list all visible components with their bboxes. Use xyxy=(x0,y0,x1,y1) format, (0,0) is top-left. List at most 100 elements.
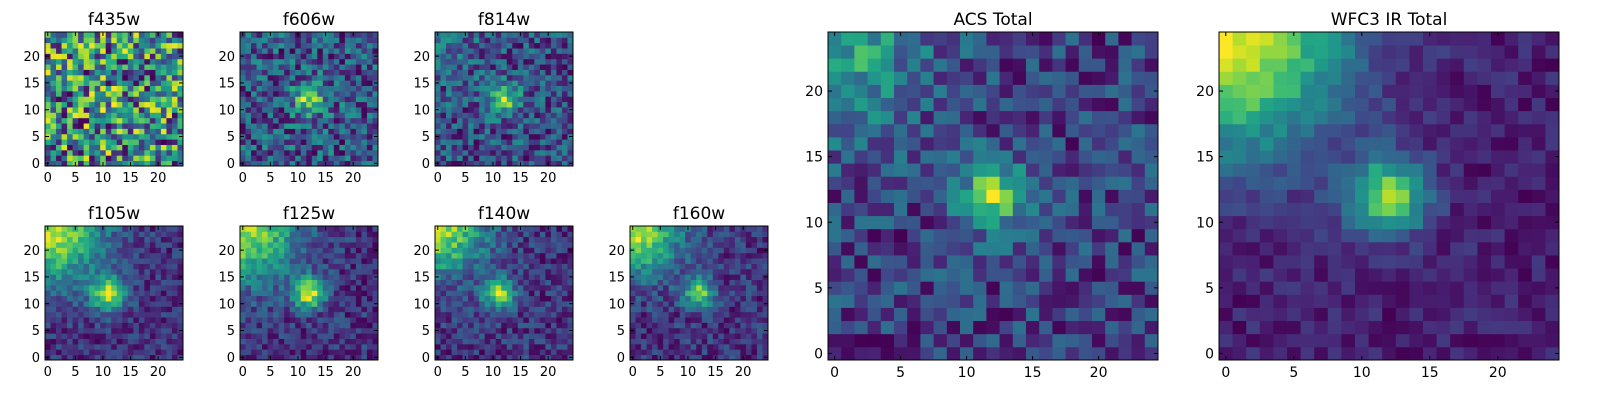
heatmap-cell xyxy=(171,58,178,65)
heatmap-cell xyxy=(311,327,318,334)
heatmap-cell xyxy=(160,90,167,97)
heatmap-cell xyxy=(339,107,346,113)
heatmap-cell xyxy=(468,80,475,86)
y-tick-label: 10 xyxy=(23,297,40,312)
heatmap-cell xyxy=(1065,228,1080,243)
heatmap-cell xyxy=(517,42,524,49)
heatmap-cell xyxy=(652,231,658,238)
heatmap-cell xyxy=(512,112,519,119)
heatmap-cell xyxy=(690,268,697,275)
heatmap-cell xyxy=(723,311,730,318)
heatmap-cell xyxy=(166,252,173,259)
heatmap-cell xyxy=(517,155,524,162)
heatmap-cell xyxy=(506,96,513,103)
heatmap-cell xyxy=(133,37,140,44)
heatmap-cell xyxy=(166,231,173,238)
heatmap-cell xyxy=(539,107,546,113)
heatmap-cell xyxy=(111,247,118,254)
heatmap-cell xyxy=(512,74,519,81)
heatmap-cell xyxy=(457,247,463,254)
heatmap-cell xyxy=(133,128,140,135)
heatmap-cell xyxy=(534,149,541,156)
heatmap-cell xyxy=(479,354,486,361)
heatmap-cell xyxy=(100,48,107,54)
heatmap-cell xyxy=(72,101,79,108)
heatmap-cell xyxy=(451,107,458,113)
heatmap-cell xyxy=(160,338,167,345)
heatmap-cell xyxy=(973,241,987,256)
heatmap-cell xyxy=(534,279,541,286)
heatmap-cell xyxy=(451,128,458,135)
heatmap-cell xyxy=(372,117,379,124)
heatmap-cell xyxy=(1078,241,1093,256)
heatmap-cell xyxy=(78,349,85,356)
heatmap-cell xyxy=(473,247,480,254)
heatmap-cell xyxy=(56,48,62,54)
heatmap-cell xyxy=(116,343,123,350)
heatmap-cell xyxy=(867,163,882,177)
heatmap-cell xyxy=(550,306,557,313)
heatmap-cell xyxy=(160,322,167,329)
heatmap-cell xyxy=(284,284,291,291)
heatmap-cell xyxy=(1078,176,1093,190)
heatmap-cell xyxy=(256,247,263,254)
heatmap-cell xyxy=(567,139,574,145)
heatmap-cell xyxy=(674,343,681,350)
heatmap-cell xyxy=(155,42,162,49)
heatmap-cell xyxy=(561,247,568,254)
heatmap-cell xyxy=(506,317,513,323)
heatmap-cell xyxy=(751,236,758,243)
heatmap-cell xyxy=(262,128,268,135)
heatmap-cell xyxy=(339,48,346,54)
heatmap-cell xyxy=(1065,346,1080,361)
heatmap-cell xyxy=(273,32,280,38)
heatmap-cell xyxy=(67,226,73,232)
heatmap-cell xyxy=(528,226,535,232)
heatmap-cell xyxy=(155,327,162,334)
heatmap-cell xyxy=(440,311,447,318)
heatmap-cell xyxy=(144,48,151,54)
heatmap-cell xyxy=(1078,189,1093,203)
heatmap-cell xyxy=(45,263,51,270)
heatmap-cell xyxy=(635,274,642,280)
heatmap-cell xyxy=(306,90,313,97)
heatmap-cell xyxy=(528,268,535,275)
heatmap-cell xyxy=(166,247,173,254)
heatmap-cell xyxy=(501,322,508,329)
heatmap-cell xyxy=(734,311,741,318)
heatmap-cell xyxy=(50,160,57,167)
heatmap-cell xyxy=(685,343,692,350)
heatmap-cell xyxy=(50,144,57,151)
heatmap-cell xyxy=(468,274,475,280)
heatmap-cell xyxy=(61,90,68,97)
heatmap-cell xyxy=(160,274,167,280)
heatmap-cell xyxy=(894,202,908,217)
heatmap-cell xyxy=(556,37,563,44)
heatmap-cell xyxy=(56,58,62,65)
heatmap-cell xyxy=(701,258,708,264)
heatmap-cell xyxy=(144,53,151,60)
heatmap-cell xyxy=(160,268,167,275)
heatmap-cell xyxy=(295,236,302,243)
heatmap-cell xyxy=(177,37,184,44)
heatmap-cell xyxy=(322,107,329,113)
heatmap-cell xyxy=(149,128,156,135)
heatmap-cell xyxy=(144,37,151,44)
heatmap-cell xyxy=(333,322,340,329)
heatmap-cell xyxy=(561,64,568,70)
heatmap-cell xyxy=(251,274,257,280)
heatmap-cell xyxy=(490,74,497,81)
heatmap-cell xyxy=(105,112,112,119)
heatmap-cell xyxy=(251,58,257,65)
heatmap-cell xyxy=(78,58,85,65)
heatmap-cell xyxy=(506,32,513,38)
heatmap-cell xyxy=(462,144,469,151)
heatmap-cell xyxy=(67,236,73,243)
heatmap-cell xyxy=(256,236,263,243)
heatmap-cell xyxy=(1039,176,1053,190)
heatmap-cell xyxy=(528,112,535,119)
heatmap-cell xyxy=(828,202,842,217)
heatmap-cell xyxy=(45,290,51,297)
heatmap-cell xyxy=(479,139,486,145)
